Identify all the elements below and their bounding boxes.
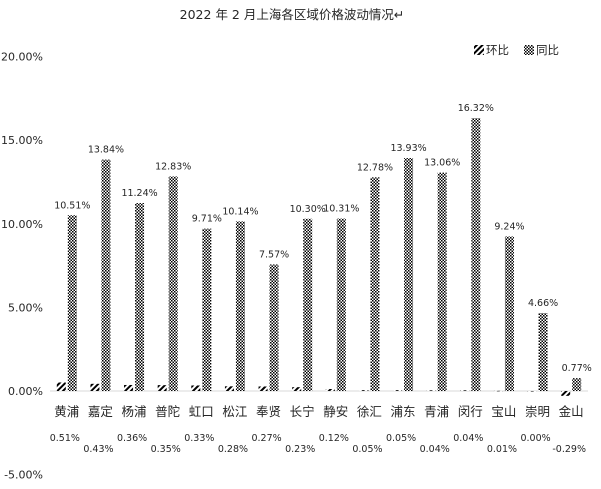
bar-series-2 xyxy=(202,228,212,391)
x-tick-label: 嘉定 xyxy=(88,404,113,419)
data-label-series-2: 10.31% xyxy=(323,204,359,215)
bar-series-2 xyxy=(538,313,548,391)
chart-title: 2022 年 2 月上海各区域价格波动情况↵ xyxy=(180,7,405,22)
y-axis: -5.00% 0.00% 5.00% 10.00% 15.00% 20.00% xyxy=(1,51,43,482)
bar-series-2 xyxy=(135,203,145,391)
bar-series-1 xyxy=(561,391,571,396)
bar-series-1 xyxy=(157,385,167,391)
data-label-series-2: 10.51% xyxy=(54,200,90,211)
data-labels: 10.51% 13.84% 11.24% 12.83% 9.71%10.14% 7.57%… xyxy=(50,103,592,455)
data-label-series-2: 4.66% xyxy=(528,298,558,309)
bar-series-2 xyxy=(168,176,178,391)
y-tick-label: 15.00% xyxy=(1,134,43,147)
y-tick-label: -5.00% xyxy=(4,469,43,482)
x-tick-label: 浦东 xyxy=(391,404,416,419)
bar-series-1 xyxy=(527,391,537,392)
x-tick-label: 徐汇 xyxy=(357,404,382,419)
bar-series-2 xyxy=(572,378,582,391)
data-label-series-1: 0.04% xyxy=(453,433,483,444)
bar-series-2 xyxy=(437,172,447,391)
x-tick-label: 松江 xyxy=(222,404,247,419)
x-tick-label: 普陀 xyxy=(155,404,180,419)
data-label-series-2: 10.14% xyxy=(222,206,258,217)
data-label-series-1: 0.28% xyxy=(218,444,248,455)
bar-series-2 xyxy=(303,218,313,391)
bar-series-2 xyxy=(235,221,245,391)
bar-series-1 xyxy=(124,384,134,391)
bar-series-1 xyxy=(224,386,234,391)
data-label-series-2: 12.83% xyxy=(155,161,191,172)
bar-series-2 xyxy=(336,218,346,391)
data-label-series-2: 11.24% xyxy=(121,188,157,199)
y-tick-label: 5.00% xyxy=(8,301,43,314)
data-label-series-2: 13.93% xyxy=(390,143,426,154)
data-label-series-2: 9.24% xyxy=(494,222,524,233)
data-label-series-2: 13.06% xyxy=(424,158,460,169)
data-label-series-1: 0.35% xyxy=(151,444,181,455)
bar-series-1 xyxy=(393,390,403,391)
x-axis-categories: 黄浦 嘉定 杨浦 普陀 虹口 松江 奉贤 长宁 静安 徐汇 浦东 青浦 闵行 宝山 崇明 金山 xyxy=(54,404,583,419)
legend-label-series-1: 环比 xyxy=(486,43,509,57)
bar-series-1 xyxy=(325,388,335,391)
data-label-series-1: 0.04% xyxy=(420,444,450,455)
bar-series-2 xyxy=(269,264,279,391)
data-label-series-2: 13.84% xyxy=(88,145,124,156)
bar-series-1 xyxy=(90,383,100,391)
y-tick-label: 10.00% xyxy=(1,218,43,231)
x-tick-label: 金山 xyxy=(559,404,584,419)
x-tick-label: 宝山 xyxy=(491,404,516,419)
bar-series-2 xyxy=(504,236,514,391)
data-label-series-2: 9.71% xyxy=(192,214,222,225)
x-tick-label: 黄浦 xyxy=(54,404,79,419)
x-tick-label: 青浦 xyxy=(424,404,449,419)
data-label-series-1: 0.05% xyxy=(386,433,416,444)
data-label-series-1: 0.51% xyxy=(50,433,80,444)
data-label-series-2: 12.78% xyxy=(357,162,393,173)
x-tick-label: 杨浦 xyxy=(122,404,147,419)
data-label-series-1: -0.29% xyxy=(552,444,586,455)
bar-series-1 xyxy=(493,390,503,392)
bar-series-1 xyxy=(359,390,369,391)
legend-label-series-2: 同比 xyxy=(536,43,559,57)
data-label-series-2: 0.77% xyxy=(562,363,592,374)
bar-series-2 xyxy=(471,118,481,391)
data-label-series-1: 0.12% xyxy=(319,433,349,444)
legend-swatch-series-1 xyxy=(474,45,484,55)
bar-series-1 xyxy=(56,382,66,391)
plot-area xyxy=(56,118,582,396)
bar-series-1 xyxy=(292,387,302,391)
data-label-series-1: 0.36% xyxy=(117,433,147,444)
x-tick-label: 崇明 xyxy=(525,404,550,419)
data-label-series-1: 0.05% xyxy=(352,444,382,455)
bar-series-1 xyxy=(258,386,268,391)
bar-series-2 xyxy=(101,159,111,391)
x-tick-label: 静安 xyxy=(323,404,348,419)
bar-series-2 xyxy=(370,177,380,391)
data-label-series-2: 7.57% xyxy=(259,249,289,260)
x-tick-label: 虹口 xyxy=(189,404,214,419)
y-tick-label: 20.00% xyxy=(1,51,43,64)
data-label-series-1: 0.23% xyxy=(285,444,315,455)
x-tick-label: 奉贤 xyxy=(256,404,281,419)
x-tick-label: 闵行 xyxy=(458,404,483,419)
data-label-series-1: 0.27% xyxy=(251,433,281,444)
y-tick-label: 0.00% xyxy=(8,385,43,398)
data-label-series-2: 16.32% xyxy=(458,103,494,114)
data-label-series-2: 10.30% xyxy=(290,204,326,215)
bar-series-1 xyxy=(460,390,470,391)
data-label-series-1: 0.33% xyxy=(184,433,214,444)
bar-series-2 xyxy=(67,215,77,391)
bar-series-1 xyxy=(191,385,201,391)
legend: 环比 同比 xyxy=(474,43,559,57)
bar-series-1 xyxy=(426,390,436,391)
x-tick-label: 长宁 xyxy=(290,404,315,419)
data-label-series-1: 0.00% xyxy=(520,433,550,444)
data-label-series-1: 0.01% xyxy=(487,444,517,455)
legend-swatch-series-2 xyxy=(524,45,534,55)
data-label-series-1: 0.43% xyxy=(83,444,113,455)
bar-series-2 xyxy=(404,158,414,391)
